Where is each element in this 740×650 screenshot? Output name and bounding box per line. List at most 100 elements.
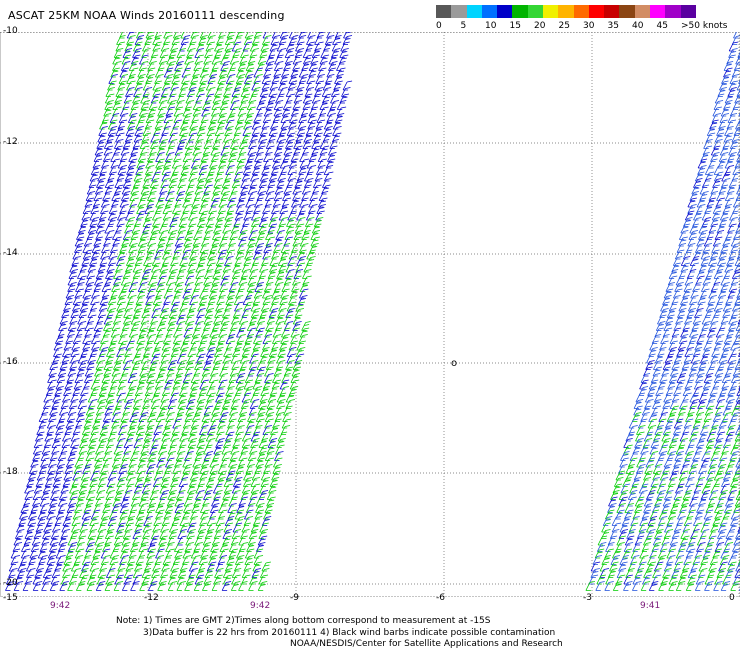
wind-barb bbox=[649, 340, 659, 351]
wind-barb bbox=[154, 74, 164, 84]
wind-barb bbox=[302, 93, 313, 104]
wind-barb bbox=[98, 347, 109, 357]
wind-barb bbox=[654, 425, 664, 435]
wind-barb bbox=[166, 405, 176, 416]
wind-barb bbox=[334, 74, 344, 84]
wind-barb bbox=[671, 327, 682, 338]
wind-barb bbox=[86, 535, 97, 546]
wind-barb bbox=[190, 204, 200, 214]
wind-barb bbox=[713, 308, 723, 318]
wind-barb bbox=[601, 522, 611, 533]
wind-barb bbox=[254, 464, 264, 474]
wind-barb bbox=[709, 425, 719, 435]
wind-barb bbox=[707, 262, 718, 273]
wind-barb bbox=[157, 451, 168, 461]
wind-barb bbox=[227, 418, 237, 429]
wind-barb bbox=[244, 74, 254, 84]
wind-barb bbox=[104, 178, 115, 188]
wind-barb bbox=[638, 522, 649, 533]
wind-barb bbox=[222, 262, 233, 273]
wind-barb bbox=[130, 184, 140, 195]
wind-barb bbox=[126, 386, 137, 396]
wind-barb bbox=[97, 392, 107, 403]
wind-barb bbox=[292, 184, 302, 195]
wind-barb bbox=[184, 314, 195, 325]
wind-barb bbox=[327, 152, 337, 162]
wind-barb bbox=[220, 191, 230, 201]
wind-barb bbox=[96, 139, 106, 149]
wind-barb bbox=[590, 568, 600, 578]
wind-barb bbox=[244, 373, 255, 383]
wind-barb bbox=[660, 301, 670, 312]
wind-barb bbox=[257, 405, 267, 416]
wind-barb bbox=[727, 288, 738, 299]
wind-barb bbox=[291, 106, 301, 117]
wind-barb bbox=[101, 243, 111, 253]
wind-barb bbox=[207, 425, 217, 435]
wind-barb bbox=[619, 457, 629, 468]
wind-barb bbox=[234, 340, 244, 351]
wind-barb bbox=[211, 535, 222, 546]
wind-barb bbox=[653, 431, 663, 442]
wind-barb bbox=[707, 392, 718, 403]
wind-barb bbox=[734, 432, 740, 442]
wind-barb bbox=[125, 217, 136, 227]
wind-barb bbox=[108, 74, 118, 84]
wind-barb bbox=[194, 54, 204, 65]
wind-barb bbox=[257, 451, 267, 461]
wind-barb bbox=[225, 249, 235, 260]
wind-barb bbox=[334, 113, 345, 123]
wind-barb bbox=[132, 178, 143, 188]
wind-barb bbox=[727, 353, 737, 364]
wind-barb bbox=[313, 132, 323, 143]
colorbar-swatches bbox=[436, 5, 696, 18]
wind-barb bbox=[147, 366, 157, 377]
wind-barb bbox=[290, 152, 301, 162]
wind-barb bbox=[139, 139, 150, 149]
wind-barb bbox=[269, 477, 280, 487]
wind-barb bbox=[234, 165, 245, 175]
wind-barb bbox=[712, 178, 722, 188]
wind-barb bbox=[228, 412, 238, 422]
wind-barb bbox=[673, 425, 683, 435]
wind-barb bbox=[736, 186, 740, 195]
wind-barb bbox=[299, 282, 310, 292]
wind-barb bbox=[716, 568, 727, 578]
wind-barb bbox=[722, 509, 733, 520]
wind-barb bbox=[206, 561, 217, 572]
wind-barb bbox=[258, 93, 269, 104]
wind-barb bbox=[89, 347, 100, 357]
wind-barb bbox=[105, 269, 115, 279]
wind-barb bbox=[199, 249, 209, 260]
wind-barb bbox=[109, 113, 120, 123]
wind-barb bbox=[719, 113, 730, 123]
wind-barb bbox=[174, 457, 184, 468]
wind-barb bbox=[687, 236, 697, 247]
wind-barb bbox=[246, 152, 257, 162]
wind-barb bbox=[93, 282, 104, 292]
wind-barb bbox=[205, 80, 216, 91]
wind-barb bbox=[294, 178, 304, 188]
wind-barb bbox=[186, 529, 196, 539]
wind-barb bbox=[80, 470, 91, 481]
wind-barb bbox=[718, 490, 728, 500]
wind-barb bbox=[236, 197, 246, 208]
wind-barb bbox=[700, 152, 710, 162]
wind-barb bbox=[271, 295, 281, 305]
wind-barb bbox=[254, 282, 264, 292]
wind-barb bbox=[268, 308, 279, 318]
wind-barb bbox=[692, 347, 703, 357]
pass-time-label: 9:42 bbox=[50, 601, 71, 611]
wind-barb bbox=[240, 93, 251, 104]
wind-barb bbox=[98, 470, 109, 481]
wind-barb bbox=[229, 145, 240, 156]
wind-barb bbox=[165, 457, 175, 468]
wind-barb bbox=[95, 581, 106, 591]
wind-barb bbox=[282, 152, 293, 162]
wind-barb bbox=[218, 503, 228, 513]
wind-barb bbox=[81, 516, 91, 526]
wind-barb bbox=[184, 321, 195, 331]
chart-title: ASCAT 25KM NOAA Winds 20160111 descendin… bbox=[8, 9, 285, 22]
wind-barb bbox=[260, 301, 271, 312]
wind-barb bbox=[189, 165, 200, 175]
